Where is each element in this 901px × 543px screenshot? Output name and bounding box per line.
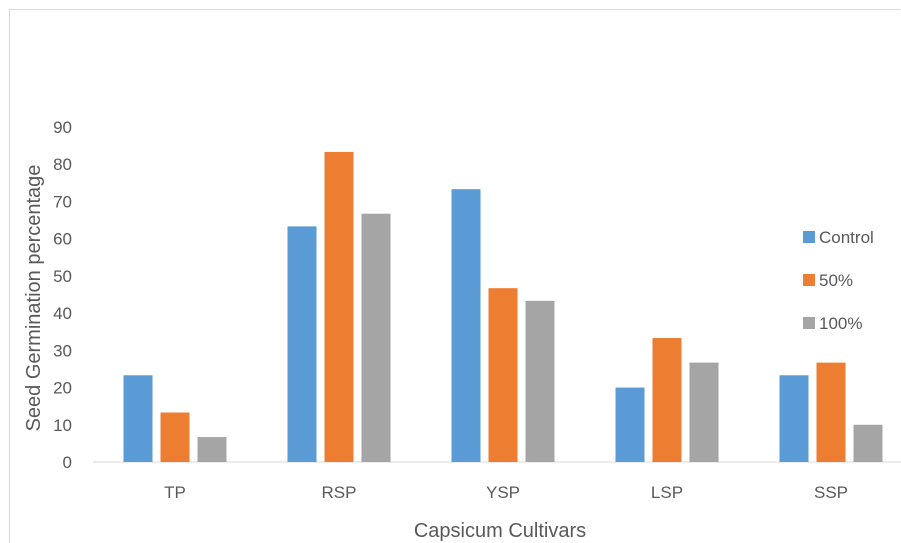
x-tick-label: SSP xyxy=(814,483,848,502)
bar-ssp-control xyxy=(779,375,809,462)
y-axis-title: Seed Germination percentage xyxy=(23,165,45,432)
legend-swatch xyxy=(803,317,815,329)
bar-rsp-50pct xyxy=(324,151,354,462)
y-tick-label: 30 xyxy=(53,341,72,360)
bar-tp-50pct xyxy=(160,412,190,462)
x-tick-label: TP xyxy=(164,483,186,502)
legend-label: Control xyxy=(819,228,874,247)
legend-label: 50% xyxy=(819,271,853,290)
y-tick-label: 0 xyxy=(63,453,72,472)
legend-label: 100% xyxy=(819,314,862,333)
y-tick-label: 90 xyxy=(53,118,72,137)
bar-ysp-50pct xyxy=(488,288,518,462)
x-axis-ticks: TP RSP YSP LSP SSP xyxy=(164,483,848,502)
x-tick-label: RSP xyxy=(322,483,357,502)
x-axis-title: Capsicum Cultivars xyxy=(414,520,586,542)
legend-swatch xyxy=(803,231,815,243)
y-tick-label: 80 xyxy=(53,155,72,174)
y-axis-ticks: 0 10 20 30 40 50 60 70 80 90 xyxy=(53,118,72,472)
bar-ssp-100pct xyxy=(853,424,883,462)
bar-tp-control xyxy=(123,375,153,462)
y-tick-label: 40 xyxy=(53,304,72,323)
y-tick-label: 50 xyxy=(53,267,72,286)
bar-rsp-100pct xyxy=(361,213,391,462)
x-tick-label: YSP xyxy=(486,483,520,502)
chart-frame xyxy=(9,9,900,543)
bar-lsp-100pct xyxy=(689,362,719,462)
bar-ysp-100pct xyxy=(525,300,555,462)
bar-tp-100pct xyxy=(197,437,227,462)
bar-ssp-50pct xyxy=(816,362,846,462)
bars xyxy=(123,151,883,462)
bar-lsp-50pct xyxy=(652,338,682,462)
legend-swatch xyxy=(803,274,815,286)
y-tick-label: 10 xyxy=(53,416,72,435)
y-tick-label: 60 xyxy=(53,230,72,249)
bar-lsp-control xyxy=(615,387,645,462)
bar-ysp-control xyxy=(451,189,481,462)
y-tick-label: 70 xyxy=(53,192,72,211)
legend: Control 50% 100% xyxy=(803,228,874,333)
bar-rsp-control xyxy=(287,226,317,462)
y-tick-label: 20 xyxy=(53,379,72,398)
x-tick-label: LSP xyxy=(651,483,683,502)
